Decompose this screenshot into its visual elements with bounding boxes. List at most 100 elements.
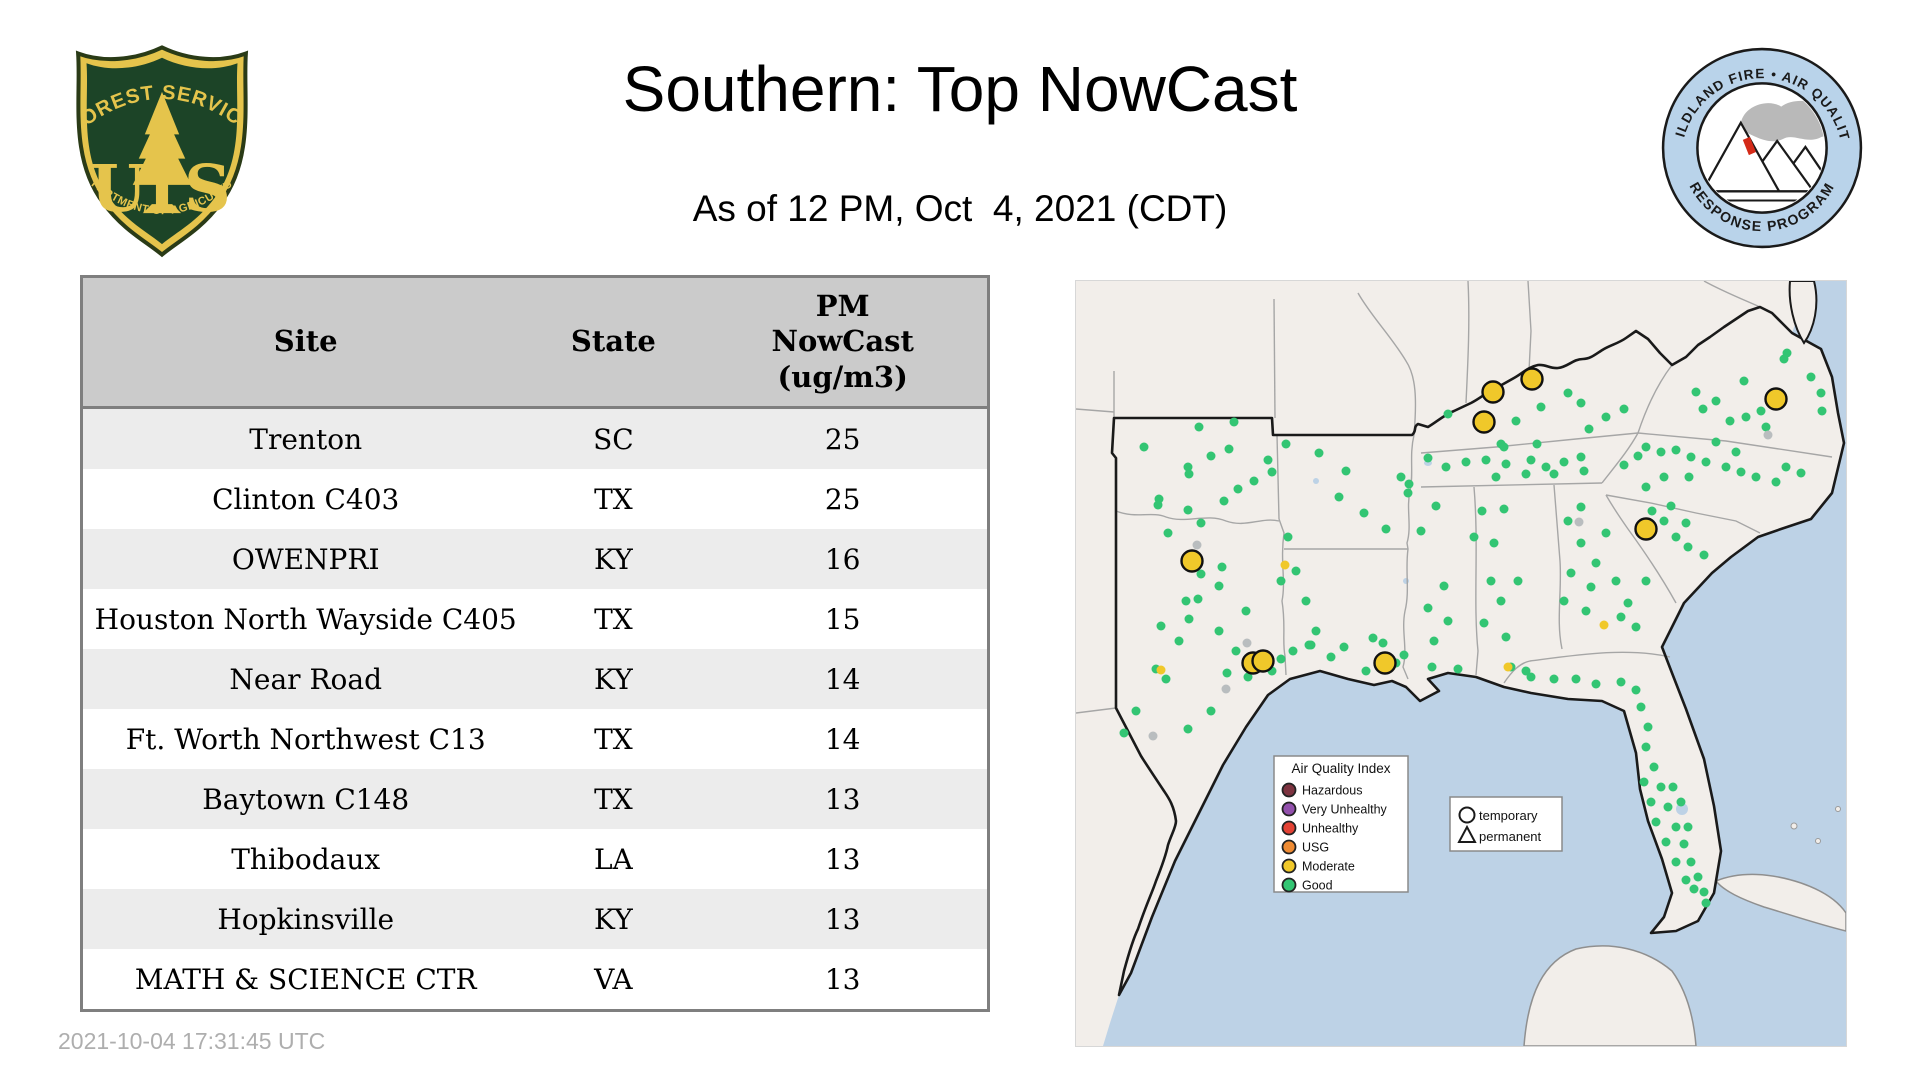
site-dot-good xyxy=(1499,442,1509,452)
site-dot-good xyxy=(1681,875,1691,885)
site-dot-good xyxy=(1443,616,1453,626)
site-dot-good xyxy=(1431,501,1441,511)
permanent-label: permanent xyxy=(1479,829,1542,844)
site-dot-moderate xyxy=(1280,560,1290,570)
top-site-dot-moderate xyxy=(1180,549,1204,573)
fs-logo-u: U xyxy=(90,151,146,227)
site-dot-inactive xyxy=(1148,731,1158,741)
site-dot-good xyxy=(1481,455,1491,465)
bahamas-islands xyxy=(1790,806,1841,844)
site-dot-good xyxy=(1656,447,1666,457)
site-dot-good xyxy=(1233,484,1243,494)
site-dot-good xyxy=(1496,596,1506,606)
site-dot-good xyxy=(1739,376,1749,386)
site-dot-good xyxy=(1581,606,1591,616)
site-dot-good xyxy=(1341,466,1351,476)
site-dot-good xyxy=(1591,558,1601,568)
legend-swatch-usg xyxy=(1281,839,1297,855)
table-cell-state: KY xyxy=(594,542,633,576)
generation-timestamp: 2021-10-04 17:31:45 UTC xyxy=(58,1028,326,1054)
site-dot-inactive xyxy=(1242,638,1252,648)
legend-swatch-hazardous xyxy=(1281,782,1297,798)
site-dot-good xyxy=(1671,532,1681,542)
site-dot-good xyxy=(1196,518,1206,528)
site-dot-good xyxy=(1163,528,1173,538)
top-site-dot-moderate xyxy=(1373,651,1397,675)
site-dot-good xyxy=(1771,477,1781,487)
table-cell-site: Baytown C148 xyxy=(202,782,410,816)
table-cell-value: 13 xyxy=(824,842,861,876)
site-dot-good xyxy=(1291,566,1301,576)
site-dot-good xyxy=(1241,606,1251,616)
table-cell-state: TX xyxy=(594,482,633,516)
site-dot-good xyxy=(1304,640,1314,650)
legend-swatch-unhealthy xyxy=(1281,820,1297,836)
legend-label: Unhealthy xyxy=(1302,822,1359,836)
table-cell-value: 15 xyxy=(824,602,861,636)
site-dot-good xyxy=(1806,372,1816,382)
table-cell-value: 25 xyxy=(824,422,861,456)
table-row: Clinton C403 TX 25 xyxy=(82,469,989,529)
table-cell-value: 16 xyxy=(824,542,861,576)
site-dot-good xyxy=(1429,636,1439,646)
site-dot-good xyxy=(1267,467,1277,477)
site-dot-good xyxy=(1511,416,1521,426)
marker-type-legend: temporary permanent xyxy=(1449,796,1563,852)
site-dot-good xyxy=(1222,668,1232,678)
top-site-dot-moderate xyxy=(1472,410,1496,434)
site-dot-good xyxy=(1671,822,1681,832)
table-cell-state: KY xyxy=(594,662,633,696)
site-dot-good xyxy=(1641,442,1651,452)
table-body: Trenton SC 25 Clinton C403 TX 25 OWENPRI KY 16 Ho… xyxy=(81,407,989,1011)
site-dot-good xyxy=(1231,646,1241,656)
site-dot-good xyxy=(1229,417,1239,427)
site-dot-good xyxy=(1586,582,1596,592)
site-dot-good xyxy=(1526,455,1536,465)
site-dot-good xyxy=(1576,502,1586,512)
site-dot-good xyxy=(1683,822,1693,832)
site-dot-good xyxy=(1153,500,1163,510)
aqi-legend: Air Quality Index Hazardous Very Unhealth… xyxy=(1273,755,1409,893)
table-cell-state: TX xyxy=(594,602,633,636)
column-header-site: Site xyxy=(81,276,529,409)
site-dot-good xyxy=(1243,672,1253,682)
site-dot-good xyxy=(1183,724,1193,734)
site-dot-good xyxy=(1647,506,1657,516)
site-dot-good xyxy=(1671,857,1681,867)
site-dot-moderate xyxy=(1503,662,1513,672)
site-dot-good xyxy=(1361,666,1371,676)
table-cell-state: TX xyxy=(594,722,633,756)
site-dot-good xyxy=(1619,404,1629,414)
legend-label: Moderate xyxy=(1302,860,1355,874)
site-dot-good xyxy=(1526,672,1536,682)
page-title: Southern: Top NowCast xyxy=(622,53,1298,125)
site-dot-inactive xyxy=(1574,517,1584,527)
site-dot-good xyxy=(1684,472,1694,482)
site-dot-good xyxy=(1339,642,1349,652)
site-dot-good xyxy=(1751,472,1761,482)
site-dot-good xyxy=(1736,467,1746,477)
site-dot-good xyxy=(1479,618,1489,628)
site-dot-good xyxy=(1601,412,1611,422)
site-dot-good xyxy=(1139,442,1149,452)
site-dot-good xyxy=(1513,576,1523,586)
site-dot-good xyxy=(1206,451,1216,461)
site-dot-good xyxy=(1576,452,1586,462)
site-dot-good xyxy=(1263,455,1273,465)
site-dot-good xyxy=(1532,439,1542,449)
site-dot-good xyxy=(1683,542,1693,552)
site-dot-good xyxy=(1686,452,1696,462)
site-dot-good xyxy=(1817,406,1827,416)
site-dot-good xyxy=(1701,457,1711,467)
site-dot-good xyxy=(1781,462,1791,472)
site-dot-good xyxy=(1679,839,1689,849)
site-dot-good xyxy=(1631,685,1641,695)
site-dot-good xyxy=(1311,626,1321,636)
site-dot-good xyxy=(1326,652,1336,662)
site-dot-good xyxy=(1711,437,1721,447)
site-dot-good xyxy=(1761,422,1771,432)
site-dot-good xyxy=(1676,797,1686,807)
site-dot-good xyxy=(1477,506,1487,516)
site-dot-good xyxy=(1161,674,1171,684)
